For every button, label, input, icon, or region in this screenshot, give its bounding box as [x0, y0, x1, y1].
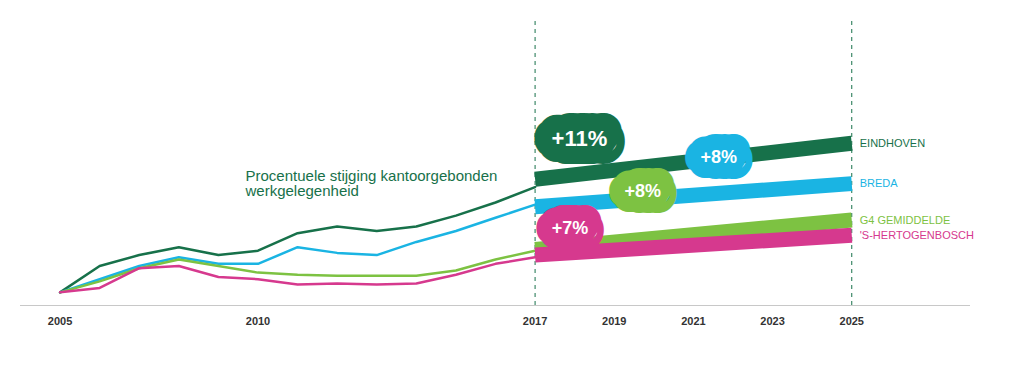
svg-text:2025: 2025	[840, 315, 864, 327]
svg-text:2019: 2019	[602, 315, 626, 327]
svg-text:2005: 2005	[48, 315, 72, 327]
svg-text:2010: 2010	[246, 315, 270, 327]
svg-text:+8%: +8%	[700, 147, 737, 167]
svg-text:EINDHOVEN: EINDHOVEN	[860, 137, 925, 149]
svg-text:+8%: +8%	[624, 181, 661, 201]
svg-text:Procentuele stijging kantoorge: Procentuele stijging kantoorgebondenwerk…	[245, 167, 498, 199]
svg-text:BREDA: BREDA	[860, 177, 899, 189]
svg-text:2023: 2023	[760, 315, 784, 327]
svg-text:G4 GEMIDDELDE: G4 GEMIDDELDE	[860, 214, 950, 226]
svg-text:2017: 2017	[523, 315, 547, 327]
svg-text:'S-HERTOGENBOSCH: 'S-HERTOGENBOSCH	[860, 229, 974, 241]
svg-text:2021: 2021	[681, 315, 705, 327]
svg-text:+11%: +11%	[552, 126, 608, 151]
svg-text:+7%: +7%	[552, 218, 589, 238]
